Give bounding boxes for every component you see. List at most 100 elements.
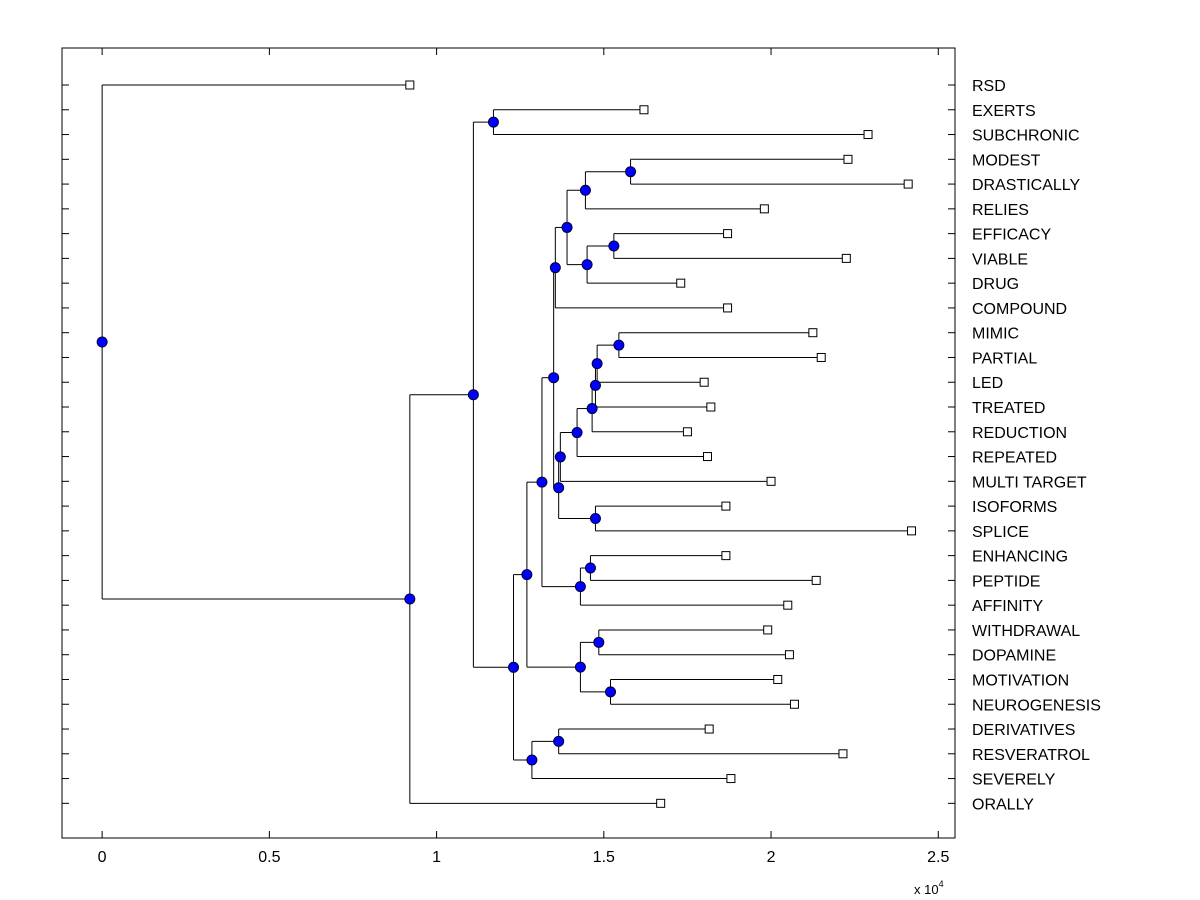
leaf-label: MIMIC	[972, 326, 1019, 343]
x-tick-label: 0.5	[258, 849, 280, 866]
leaf-marker	[838, 749, 848, 759]
leaf-label: VIABLE	[972, 251, 1028, 268]
node-marker	[467, 389, 479, 401]
node-marker	[554, 451, 566, 463]
leaf-marker	[704, 724, 714, 734]
leaf-label: RESVERATROL	[972, 747, 1090, 764]
x-multiplier-base: x 10	[914, 882, 939, 897]
leaf-label: MOTIVATION	[972, 672, 1069, 689]
leaf-marker	[759, 204, 769, 214]
x-tick-label: 1	[432, 849, 441, 866]
node-marker	[584, 562, 596, 574]
leaf-marker	[789, 699, 799, 709]
leaf-label: WITHDRAWAL	[972, 623, 1080, 640]
leaf-label: PARTIAL	[972, 350, 1037, 367]
x-tick-label: 2	[767, 849, 776, 866]
x-tick-label: 1.5	[593, 849, 615, 866]
leaf-marker	[676, 278, 686, 288]
leaf-label: AFFINITY	[972, 598, 1043, 615]
node-marker	[404, 593, 416, 605]
leaf-marker	[784, 650, 794, 660]
node-marker	[487, 116, 499, 128]
node-marker	[549, 262, 561, 274]
leaf-label: EXERTS	[972, 103, 1036, 120]
leaf-marker	[723, 229, 733, 239]
tick-marks	[62, 48, 955, 838]
leaf-marker	[703, 452, 713, 462]
leaf-label: MODEST	[972, 152, 1041, 169]
leaf-label: LED	[972, 375, 1003, 392]
leaf-label: TREATED	[972, 400, 1045, 417]
leaf-marker	[723, 303, 733, 313]
leaf-marker	[863, 130, 873, 140]
leaf-marker	[808, 328, 818, 338]
leaf-label: ISOFORMS	[972, 499, 1057, 516]
plot-frame	[61, 47, 956, 839]
leaf-labels: RSD EXERTS SUBCHRONIC MODEST DRASTICALLY RELI…	[972, 78, 1101, 813]
leaf-marker	[841, 253, 851, 263]
node-marker	[526, 754, 538, 766]
leaf-label: DERIVATIVES	[972, 722, 1075, 739]
node-marker	[521, 569, 533, 581]
branches	[101, 84, 912, 804]
leaf-label: ENHANCING	[972, 549, 1068, 566]
leaf-label: SUBCHRONIC	[972, 128, 1080, 145]
node-marker	[548, 372, 560, 384]
leaf-label: EFFICACY	[972, 227, 1051, 244]
node-marker	[608, 240, 620, 252]
leaf-marker	[682, 427, 692, 437]
leaf-marker	[763, 625, 773, 635]
leaf-label: SEVERELY	[972, 772, 1056, 789]
leaf-marker	[766, 476, 776, 486]
node-marker	[553, 735, 565, 747]
node-marker	[589, 512, 601, 524]
x-multiplier-exponent: 4	[939, 879, 944, 889]
leaf-marker	[721, 551, 731, 561]
leaf-label: SPLICE	[972, 524, 1029, 541]
leaf-label: RELIES	[972, 202, 1029, 219]
node-marker	[579, 184, 591, 196]
node-marker	[508, 661, 520, 673]
node-marker	[96, 336, 108, 348]
leaf-label: REPEATED	[972, 450, 1057, 467]
node-marker	[586, 403, 598, 415]
leaf-marker	[721, 501, 731, 511]
x-tick-label: 0	[98, 849, 107, 866]
x-tick-labels: 0 0.5 1 1.5 2 2.5	[98, 849, 950, 866]
node-marker	[561, 221, 573, 233]
node-marker	[605, 686, 617, 698]
node-marker	[581, 259, 593, 271]
leaf-marker	[773, 674, 783, 684]
leaf-label: PEPTIDE	[972, 573, 1040, 590]
node-marker	[593, 636, 605, 648]
node-markers	[96, 80, 917, 808]
leaf-label: NEUROGENESIS	[972, 697, 1101, 714]
leaf-label: ORALLY	[972, 796, 1034, 813]
leaf-marker	[405, 80, 415, 90]
leaf-label: COMPOUND	[972, 301, 1067, 318]
x-multiplier-label: x 104	[914, 879, 944, 897]
node-marker	[553, 482, 565, 494]
leaf-marker	[907, 526, 917, 536]
leaf-marker	[816, 352, 826, 362]
leaf-label: MULTI TARGET	[972, 474, 1087, 491]
x-tick-label: 2.5	[927, 849, 949, 866]
leaf-marker	[699, 377, 709, 387]
leaf-marker	[903, 179, 913, 189]
node-marker	[574, 581, 586, 593]
leaf-marker	[726, 774, 736, 784]
leaf-label: DRUG	[972, 276, 1019, 293]
leaf-label: DOPAMINE	[972, 648, 1056, 665]
leaf-marker	[843, 154, 853, 164]
leaf-marker	[783, 600, 793, 610]
node-marker	[571, 427, 583, 439]
node-marker	[613, 339, 625, 351]
node-marker	[536, 476, 548, 488]
node-marker	[589, 379, 601, 391]
leaf-marker	[656, 798, 666, 808]
leaf-marker	[706, 402, 716, 412]
node-marker	[591, 358, 603, 370]
leaf-marker	[811, 575, 821, 585]
node-marker	[625, 166, 637, 178]
